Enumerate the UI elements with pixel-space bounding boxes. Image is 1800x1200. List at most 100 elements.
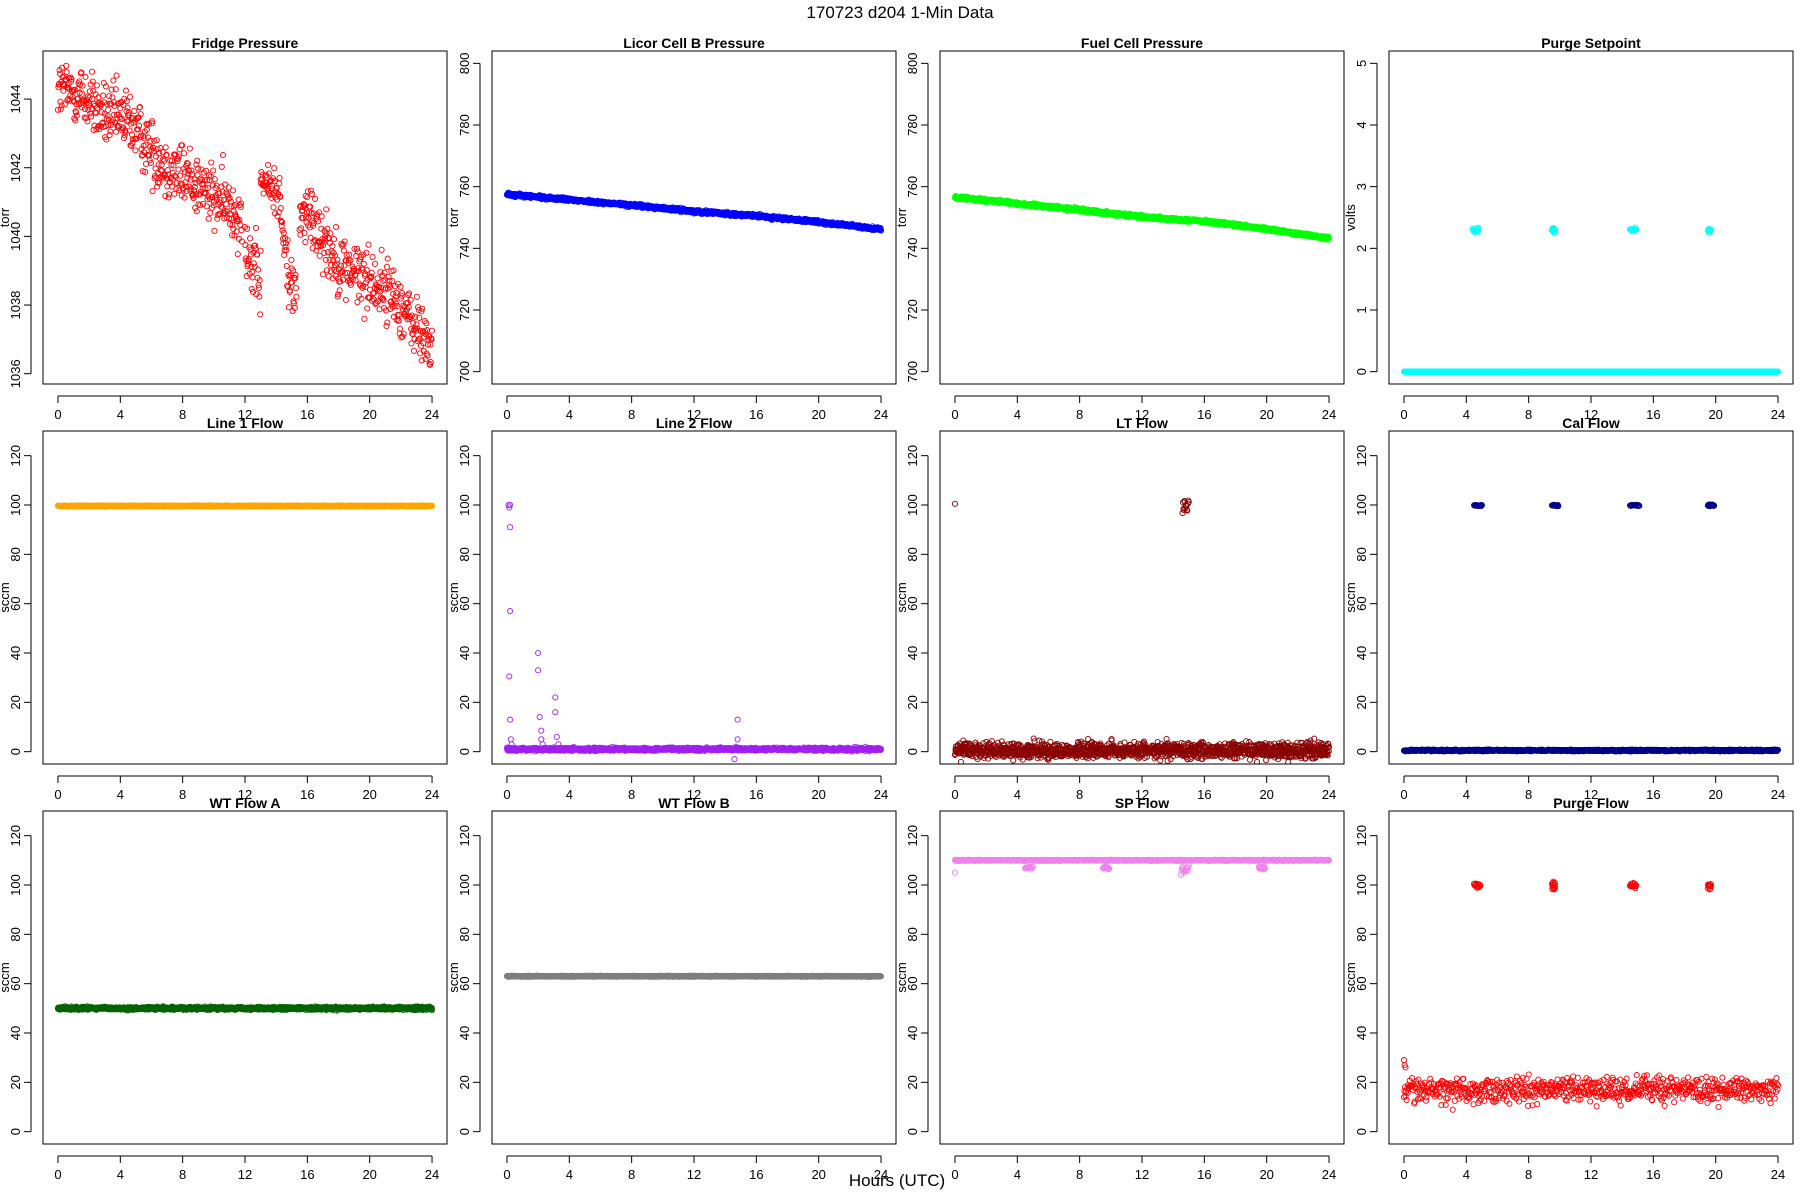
data-point — [155, 161, 162, 168]
x-tick-label: 8 — [179, 407, 186, 422]
panel-title: Fridge Pressure — [192, 35, 299, 51]
data-point — [186, 145, 193, 152]
y-tick-label: 740 — [905, 237, 920, 259]
data-point — [140, 149, 148, 156]
y-tick-label: 780 — [457, 114, 472, 136]
data-point — [195, 165, 202, 172]
data-point — [877, 225, 884, 232]
data-point — [192, 179, 199, 187]
data-point — [173, 185, 180, 192]
data-point — [179, 142, 186, 149]
data-point — [192, 191, 200, 198]
data-point — [169, 169, 176, 176]
data-point — [276, 174, 283, 182]
data-point — [188, 171, 195, 178]
data-point — [391, 296, 398, 304]
data-point — [343, 252, 350, 259]
data-point — [76, 78, 83, 85]
data-point — [85, 106, 92, 113]
data-point — [152, 165, 159, 172]
data-point — [88, 68, 96, 75]
data-point — [1325, 236, 1333, 243]
data-point — [381, 269, 388, 276]
data-point — [244, 263, 251, 270]
data-point — [334, 293, 341, 300]
data-points — [503, 189, 885, 234]
data-point — [320, 242, 327, 249]
x-tick-label: 20 — [811, 407, 825, 422]
y-tick-label: 800 — [457, 52, 472, 74]
figure-title: 170723 d204 1-Min Data — [806, 3, 994, 22]
data-point — [154, 146, 161, 153]
x-tick-label: 24 — [425, 407, 439, 422]
data-point — [327, 230, 334, 237]
data-point — [217, 203, 225, 210]
data-point — [410, 347, 418, 354]
data-point — [321, 235, 329, 242]
data-point — [413, 293, 420, 300]
data-point — [132, 147, 139, 154]
data-point — [283, 262, 290, 270]
data-point — [197, 202, 204, 209]
x-tick-label: 24 — [874, 407, 888, 422]
data-point — [68, 75, 75, 83]
data-point — [175, 153, 182, 160]
data-point — [88, 113, 95, 120]
data-point — [147, 159, 154, 167]
data-point — [139, 168, 146, 175]
data-point — [337, 262, 345, 269]
data-point — [57, 98, 64, 105]
data-point — [222, 200, 229, 207]
data-point — [176, 172, 184, 179]
data-point — [394, 302, 401, 310]
data-point — [380, 296, 387, 304]
data-point — [135, 114, 142, 121]
data-point — [127, 93, 134, 100]
data-point — [426, 361, 434, 368]
data-point — [165, 194, 172, 201]
data-point — [285, 304, 292, 311]
data-point — [153, 137, 160, 144]
data-point — [354, 299, 361, 306]
y-tick-label: 1036 — [8, 359, 23, 388]
data-point — [296, 226, 303, 233]
data-point — [268, 182, 275, 189]
data-point — [413, 321, 420, 328]
x-tick-label: 20 — [1259, 407, 1273, 422]
y-tick-label: 700 — [905, 361, 920, 383]
data-point — [252, 242, 259, 249]
data-point — [277, 205, 284, 212]
data-point — [256, 293, 263, 300]
data-point — [193, 208, 200, 215]
data-point — [302, 239, 309, 246]
plot-frame — [42, 50, 448, 385]
data-point — [172, 173, 179, 180]
data-point — [191, 176, 198, 183]
data-point — [234, 251, 241, 258]
data-point — [385, 273, 392, 280]
data-point — [142, 168, 149, 175]
data-point — [408, 312, 415, 319]
data-point — [86, 94, 93, 101]
data-point — [373, 299, 380, 306]
data-point — [163, 151, 170, 158]
data-point — [382, 284, 389, 292]
data-point — [283, 247, 290, 254]
data-point — [363, 249, 370, 256]
data-points — [54, 62, 436, 368]
x-tick-label: 12 — [687, 407, 701, 422]
data-point — [98, 100, 105, 107]
y-tick-label: 1040 — [8, 222, 23, 251]
data-point — [424, 352, 431, 359]
data-point — [347, 257, 354, 264]
data-point — [328, 261, 335, 268]
data-point — [400, 330, 407, 337]
data-point — [131, 107, 138, 115]
data-point — [73, 112, 80, 119]
y-tick-label: 800 — [905, 52, 920, 74]
data-point — [149, 118, 156, 125]
data-point — [79, 82, 86, 89]
